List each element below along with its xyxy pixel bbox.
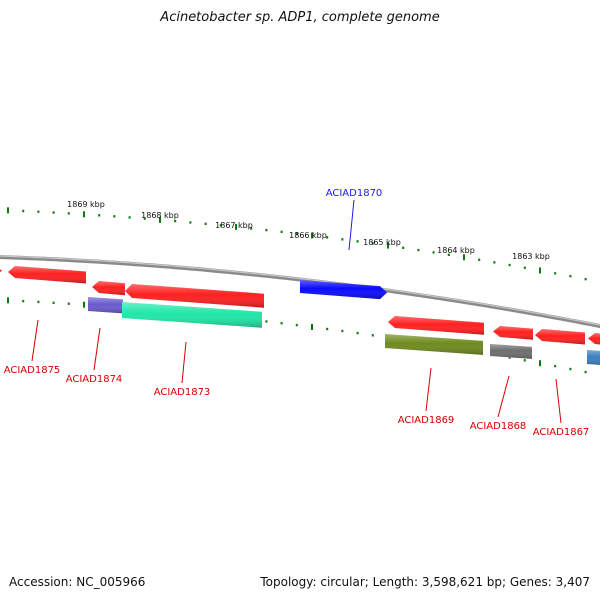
feature-track — [0, 266, 600, 365]
scale-labels: 1869 kbp 1868 kbp 1867 kbp 1866 kbp 1865 kbp… — [67, 200, 550, 261]
gene-label: ACIAD1868 — [470, 421, 527, 432]
scale-label: 1864 kbp — [437, 246, 475, 255]
gene-callouts: ACIAD1870 ACIAD1875 ACIAD1874 ACIAD1873 ACIA… — [4, 188, 590, 438]
scale-label: 1868 kbp — [141, 211, 179, 220]
callout-line — [497, 375, 510, 418]
scale-label: 1867 kbp — [215, 221, 253, 230]
feature-bar-shade — [493, 326, 533, 340]
outer-tick-track — [7, 207, 587, 281]
backbone-line — [0, 254, 600, 329]
feature-bar-shade — [388, 316, 484, 335]
genome-summary: Topology: circular; Length: 3,598,621 bp… — [260, 575, 590, 589]
callout-line — [93, 327, 101, 371]
feature-bar-shade — [490, 344, 532, 359]
feature-bar-shade — [122, 302, 262, 328]
gene-label: ACIAD1874 — [66, 374, 123, 385]
callout-line — [555, 378, 562, 424]
feature-bar-shade — [92, 281, 125, 296]
gene-label: ACIAD1869 — [398, 415, 455, 426]
feature-bar-shade — [587, 350, 600, 365]
gene-label: ACIAD1873 — [154, 387, 211, 398]
feature-bar-shade — [88, 297, 123, 314]
feature-bar-shade — [300, 280, 387, 300]
scale-label: 1865 kbp — [363, 238, 401, 247]
feature-bar-shade — [535, 329, 585, 345]
accession-label: Accession: NC_005966 — [9, 575, 146, 589]
scale-label: 1866 kbp — [289, 231, 327, 240]
feature-bar-shade — [8, 266, 86, 284]
backbone-highlight — [0, 255, 600, 326]
callout-line — [181, 341, 187, 384]
callout-line — [425, 367, 432, 412]
feature-bar-shade — [0, 269, 2, 273]
feature-bar-shade — [588, 333, 600, 345]
gene-label: ACIAD1875 — [4, 365, 61, 376]
scale-label: 1869 kbp — [67, 200, 105, 209]
genome-backbone — [0, 254, 600, 329]
callout-line — [348, 199, 355, 251]
map-title: Acinetobacter sp. ADP1, complete genome — [160, 10, 440, 25]
feature-bar-shade — [385, 334, 483, 355]
callout-line — [31, 319, 39, 362]
gene-label: ACIAD1870 — [326, 188, 383, 199]
feature-bar-shade — [125, 284, 264, 308]
gene-label: ACIAD1867 — [533, 427, 590, 438]
scale-label: 1863 kbp — [512, 252, 550, 261]
